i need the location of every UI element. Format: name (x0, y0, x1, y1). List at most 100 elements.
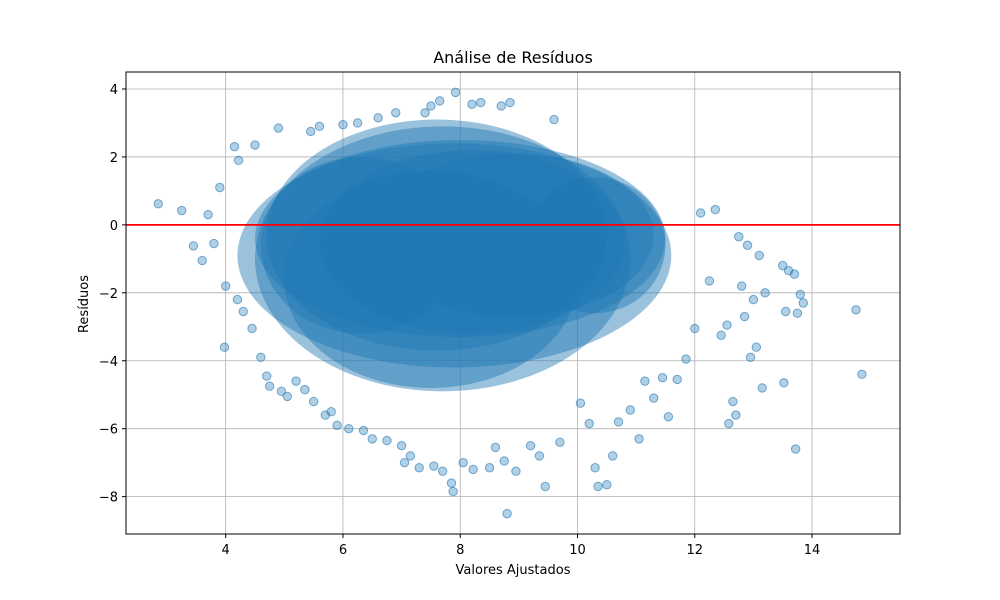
scatter-point (358, 425, 369, 436)
scatter-point (450, 87, 461, 98)
scatter-point (736, 281, 747, 291)
scatter-point (625, 405, 635, 415)
scatter-point (256, 352, 266, 363)
scatter-point (229, 142, 240, 152)
scatter-point (458, 457, 468, 468)
scatter-point (308, 396, 319, 407)
scatter-point (540, 481, 550, 492)
scatter-point (177, 205, 187, 216)
scatter-point (448, 486, 458, 497)
scatter-point (672, 374, 682, 385)
scatter-point (291, 376, 301, 386)
scatter-point (716, 330, 726, 340)
scatter-point (789, 269, 800, 279)
scatter-point (496, 101, 506, 111)
scatter-point (590, 463, 600, 473)
scatter-point (197, 255, 207, 266)
scatter-point (391, 108, 401, 118)
scatter-point (748, 294, 759, 305)
scatter-point (851, 305, 861, 315)
scatter-point (704, 276, 715, 286)
scatter-point (396, 440, 407, 451)
scatter-point (757, 383, 767, 393)
y-tick-label: −4 (99, 355, 118, 370)
scatter-point (584, 418, 594, 429)
x-tick-label: 6 (339, 543, 347, 558)
scatter-point (153, 199, 163, 209)
scatter-point (467, 99, 477, 109)
scatter-point (751, 342, 762, 352)
scatter-point (306, 126, 316, 137)
scatter-point (326, 407, 336, 417)
x-tick-label: 10 (569, 543, 586, 558)
x-axis-label: Valores Ajustados (456, 563, 571, 578)
chart-title: Análise de Resíduos (433, 48, 593, 67)
scatter-point (250, 140, 260, 150)
scatter-points (153, 87, 867, 519)
scatter-point (490, 442, 501, 453)
scatter-point (262, 371, 272, 381)
scatter-point (429, 461, 439, 471)
cloud-band (266, 119, 607, 351)
scatter-point (437, 466, 448, 476)
scatter-point (502, 508, 512, 519)
y-tick-label: −2 (99, 287, 118, 302)
scatter-point (300, 384, 310, 395)
scatter-point (555, 437, 565, 447)
scatter-point (613, 417, 624, 427)
scatter-point (405, 451, 416, 461)
scatter-point (273, 123, 284, 133)
scatter-point (607, 451, 618, 461)
scatter-point (399, 457, 410, 468)
scatter-point (188, 241, 199, 251)
scatter-point (314, 121, 325, 132)
scatter-point (505, 97, 515, 108)
x-tick-label: 12 (686, 543, 703, 558)
y-axis-ticks: −8 −6 −4 −2 0 2 4 (99, 83, 126, 506)
scatter-point (690, 323, 700, 334)
plot-area-frame (125, 71, 901, 535)
scatter-point (792, 308, 803, 318)
scatter-point (499, 456, 509, 466)
scatter-point (238, 306, 248, 317)
y-axis-label: Resíduos (77, 275, 92, 333)
x-tick-label: 14 (804, 543, 821, 558)
scatter-point (575, 398, 586, 408)
scatter-point (695, 208, 706, 218)
scatter-point (203, 209, 213, 220)
y-tick-label: −6 (99, 423, 118, 438)
y-tick-label: 4 (110, 83, 118, 98)
cloud-band (254, 126, 631, 392)
cloud-band (319, 150, 625, 334)
scatter-point (233, 155, 244, 166)
scatter-point (367, 434, 377, 444)
scatter-point (420, 108, 430, 118)
scatter-point (710, 204, 720, 215)
scatter-point (754, 250, 764, 261)
scatter-point (332, 420, 342, 430)
scatter-point (446, 478, 457, 488)
scatter-point (476, 97, 486, 108)
scatter-point (657, 373, 668, 383)
scatter-point (282, 391, 292, 402)
scatter-point (276, 386, 287, 397)
scatter-point (681, 354, 691, 364)
scatter-point (534, 451, 545, 461)
scatter-point (602, 480, 612, 490)
y-tick-label: −8 (99, 491, 118, 506)
scatter-point (593, 481, 603, 492)
scatter-point (338, 119, 348, 130)
scatter-point (780, 306, 791, 317)
cloud-band (254, 139, 666, 337)
scatter-point (435, 96, 445, 106)
scatter-point (724, 418, 734, 429)
scatter-point (795, 289, 806, 300)
y-tick-label: 2 (110, 151, 118, 166)
x-axis-ticks: 4 6 8 10 12 14 (222, 534, 821, 558)
scatter-point (264, 381, 275, 391)
scatter-point (232, 294, 243, 305)
scatter-point (215, 182, 225, 193)
scatter-point (247, 323, 257, 334)
x-tick-label: 4 (222, 543, 230, 558)
